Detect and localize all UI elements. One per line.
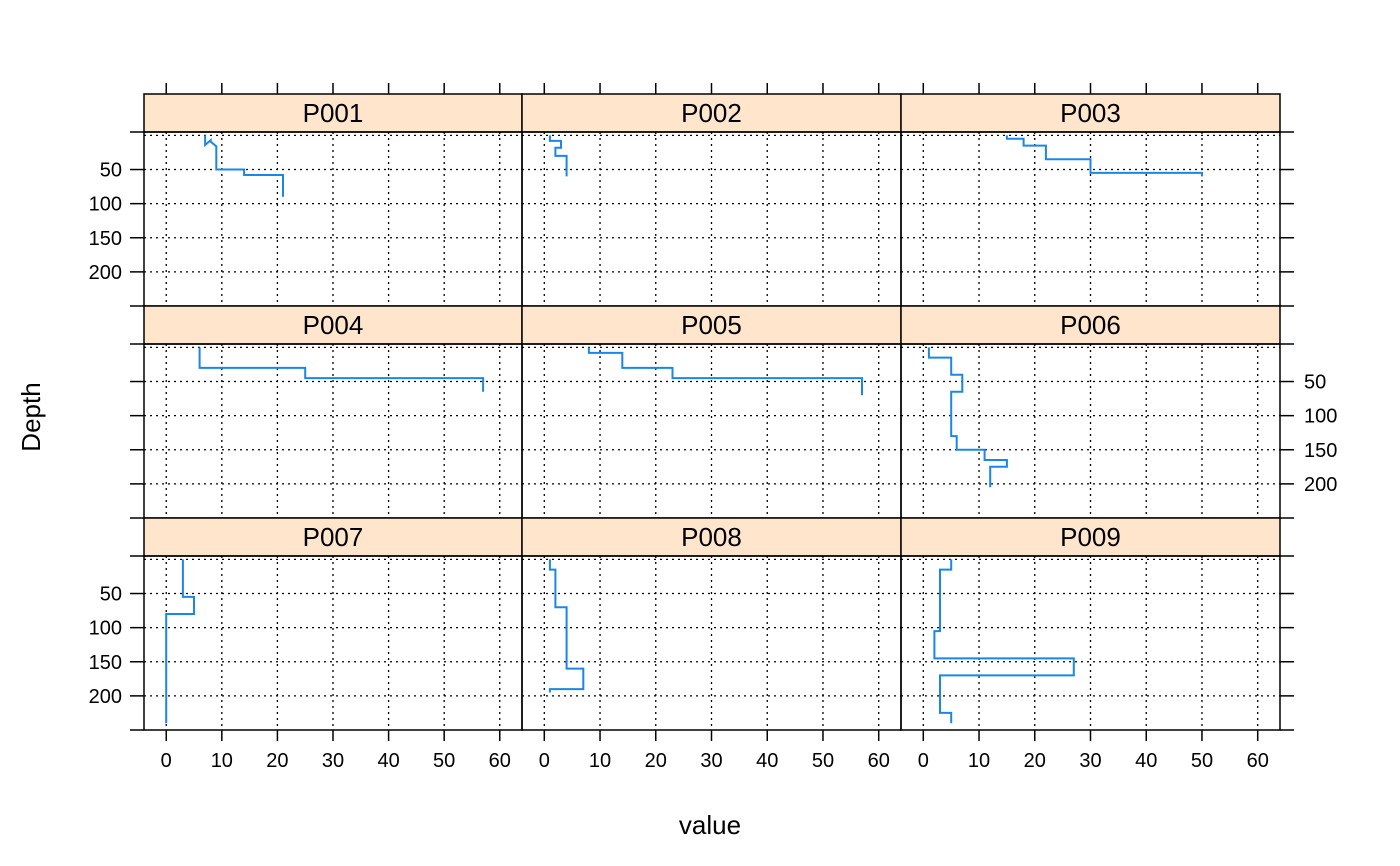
panel-p007: P007 [143, 517, 523, 731]
series-line-p007 [165, 559, 195, 724]
panels-layer: P001 P002 P003 P004 P005 P006 P007 P008 P009 [143, 93, 1281, 731]
series-line-p002 [548, 135, 568, 177]
panel-strip-label: P004 [303, 310, 364, 340]
panel-p008: P008 [521, 517, 902, 731]
x-tick-label: 10 [589, 750, 611, 772]
x-tick-label: 40 [377, 750, 399, 772]
panel-strip [900, 305, 1281, 345]
panel-border [521, 343, 902, 519]
y-axis-title: Depth [16, 382, 46, 451]
y-tick-label: 200 [1304, 474, 1337, 496]
series-line-p001 [204, 135, 284, 197]
panel-p009: P009 [900, 517, 1281, 731]
panel-p006: P006 [900, 305, 1281, 519]
x-tick-label: 60 [1247, 750, 1269, 772]
panel-strip-label: P001 [303, 98, 364, 128]
panel-strip-label: P002 [681, 98, 742, 128]
series-line-p005 [587, 347, 863, 396]
series-line-p004 [198, 347, 485, 392]
series-line-p006 [927, 347, 1008, 488]
panel-p005: P005 [521, 305, 902, 519]
panel-strip-label: P008 [681, 522, 742, 552]
ticks-layer: 0 10 20 30 40 50 60 0 10 20 30 40 50 60 0 10 20 30 40 50 60 5… [89, 83, 1337, 772]
y-tick-label: 50 [100, 584, 122, 606]
panel-strip-label: P003 [1060, 98, 1121, 128]
panel-p004: P004 [143, 305, 523, 519]
panel-strip [143, 305, 523, 345]
panel-border [143, 343, 523, 519]
panel-p002: P002 [521, 93, 902, 307]
series-line-p008 [548, 559, 585, 693]
x-tick-label: 40 [756, 750, 778, 772]
x-tick-label: 50 [1191, 750, 1213, 772]
x-tick-label: 60 [489, 750, 511, 772]
x-tick-label: 60 [868, 750, 890, 772]
panel-border [900, 131, 1281, 307]
panel-strip [521, 517, 902, 557]
panel-strip [143, 93, 523, 133]
x-tick-label: 10 [211, 750, 233, 772]
panel-border [521, 131, 902, 307]
x-tick-label: 20 [645, 750, 667, 772]
panel-border [900, 555, 1281, 731]
y-tick-label: 100 [1304, 406, 1337, 428]
x-axis-title: value [679, 810, 741, 840]
x-tick-label: 40 [1135, 750, 1157, 772]
x-tick-label: 30 [1079, 750, 1101, 772]
panel-strip [143, 517, 523, 557]
panel-p003: P003 [900, 93, 1281, 307]
series-line-p009 [933, 559, 1075, 724]
panel-p001: P001 [143, 93, 523, 307]
panel-border [143, 555, 523, 731]
x-tick-label: 10 [968, 750, 990, 772]
y-tick-label: 150 [89, 228, 122, 250]
y-tick-label: 150 [89, 652, 122, 674]
y-tick-label: 100 [89, 194, 122, 216]
x-tick-label: 50 [433, 750, 455, 772]
x-tick-label: 20 [1024, 750, 1046, 772]
y-tick-label: 200 [89, 262, 122, 284]
panel-border [900, 343, 1281, 519]
y-tick-label: 50 [100, 160, 122, 182]
y-tick-label: 150 [1304, 440, 1337, 462]
panel-border [143, 131, 523, 307]
y-tick-label: 200 [89, 686, 122, 708]
x-tick-label: 30 [322, 750, 344, 772]
panel-strip-label: P005 [681, 310, 742, 340]
series-line-p003 [1005, 135, 1203, 177]
panel-strip-label: P006 [1060, 310, 1121, 340]
panel-border [521, 555, 902, 731]
panel-strip-label: P007 [303, 522, 364, 552]
x-tick-label: 0 [539, 750, 550, 772]
panel-strip-label: P009 [1060, 522, 1121, 552]
y-tick-label: 50 [1304, 372, 1326, 394]
x-tick-label: 50 [812, 750, 834, 772]
y-tick-label: 100 [89, 618, 122, 640]
x-tick-label: 30 [700, 750, 722, 772]
x-tick-label: 0 [161, 750, 172, 772]
x-tick-label: 20 [266, 750, 288, 772]
x-tick-label: 0 [918, 750, 929, 772]
